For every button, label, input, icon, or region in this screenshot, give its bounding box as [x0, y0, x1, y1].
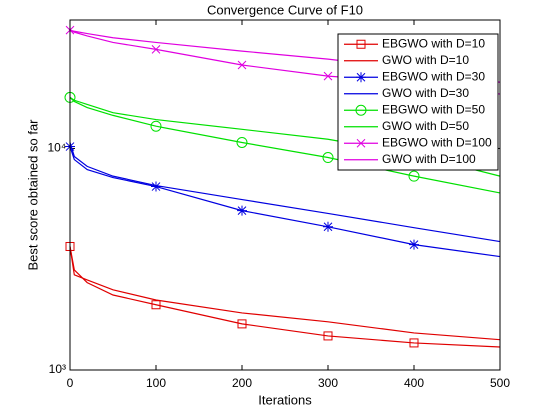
- x-tick-label: 500: [490, 376, 510, 390]
- legend-label: GWO with D=50: [382, 119, 469, 133]
- series-line: [69, 246, 501, 341]
- x-tick-label: 300: [318, 376, 338, 390]
- marker: [237, 205, 247, 216]
- y-tick-label: 10³: [49, 362, 66, 376]
- chart-title: Convergence Curve of F10: [207, 2, 363, 17]
- x-tick-label: 0: [67, 376, 74, 390]
- y-axis-label: Best score obtained so far: [25, 119, 40, 271]
- marker: [356, 72, 366, 83]
- marker: [151, 181, 161, 192]
- plot-frame: [69, 19, 501, 371]
- marker: [236, 136, 248, 148]
- legend-label: GWO with D=10: [382, 53, 469, 67]
- marker: [409, 338, 419, 348]
- legend-label: EBGWO with D=100: [382, 135, 492, 149]
- marker: [322, 152, 334, 164]
- series-line: [69, 142, 501, 243]
- legend-label: EBGWO with D=30: [382, 69, 485, 83]
- x-tick-label: 200: [232, 376, 252, 390]
- marker: [150, 120, 162, 132]
- marker: [151, 300, 161, 310]
- marker: [151, 45, 161, 54]
- marker: [409, 239, 419, 250]
- x-tick-label: 100: [146, 376, 166, 390]
- legend-label: EBGWO with D=10: [382, 36, 485, 50]
- marker: [237, 60, 247, 70]
- x-tick-label: 400: [404, 376, 424, 390]
- legend-label: GWO with D=100: [382, 152, 476, 166]
- marker: [237, 319, 247, 329]
- marker: [408, 170, 420, 182]
- marker: [323, 71, 333, 81]
- legend-label: EBGWO with D=50: [382, 102, 485, 116]
- x-axis-label: Iterations: [258, 392, 312, 407]
- marker: [323, 221, 333, 232]
- marker: [355, 104, 367, 116]
- marker: [356, 138, 366, 148]
- legend-label: GWO with D=30: [382, 86, 469, 100]
- y-tick-label: 10⁴: [47, 141, 66, 155]
- series-line: [69, 246, 501, 348]
- marker: [356, 39, 366, 49]
- marker: [323, 331, 333, 341]
